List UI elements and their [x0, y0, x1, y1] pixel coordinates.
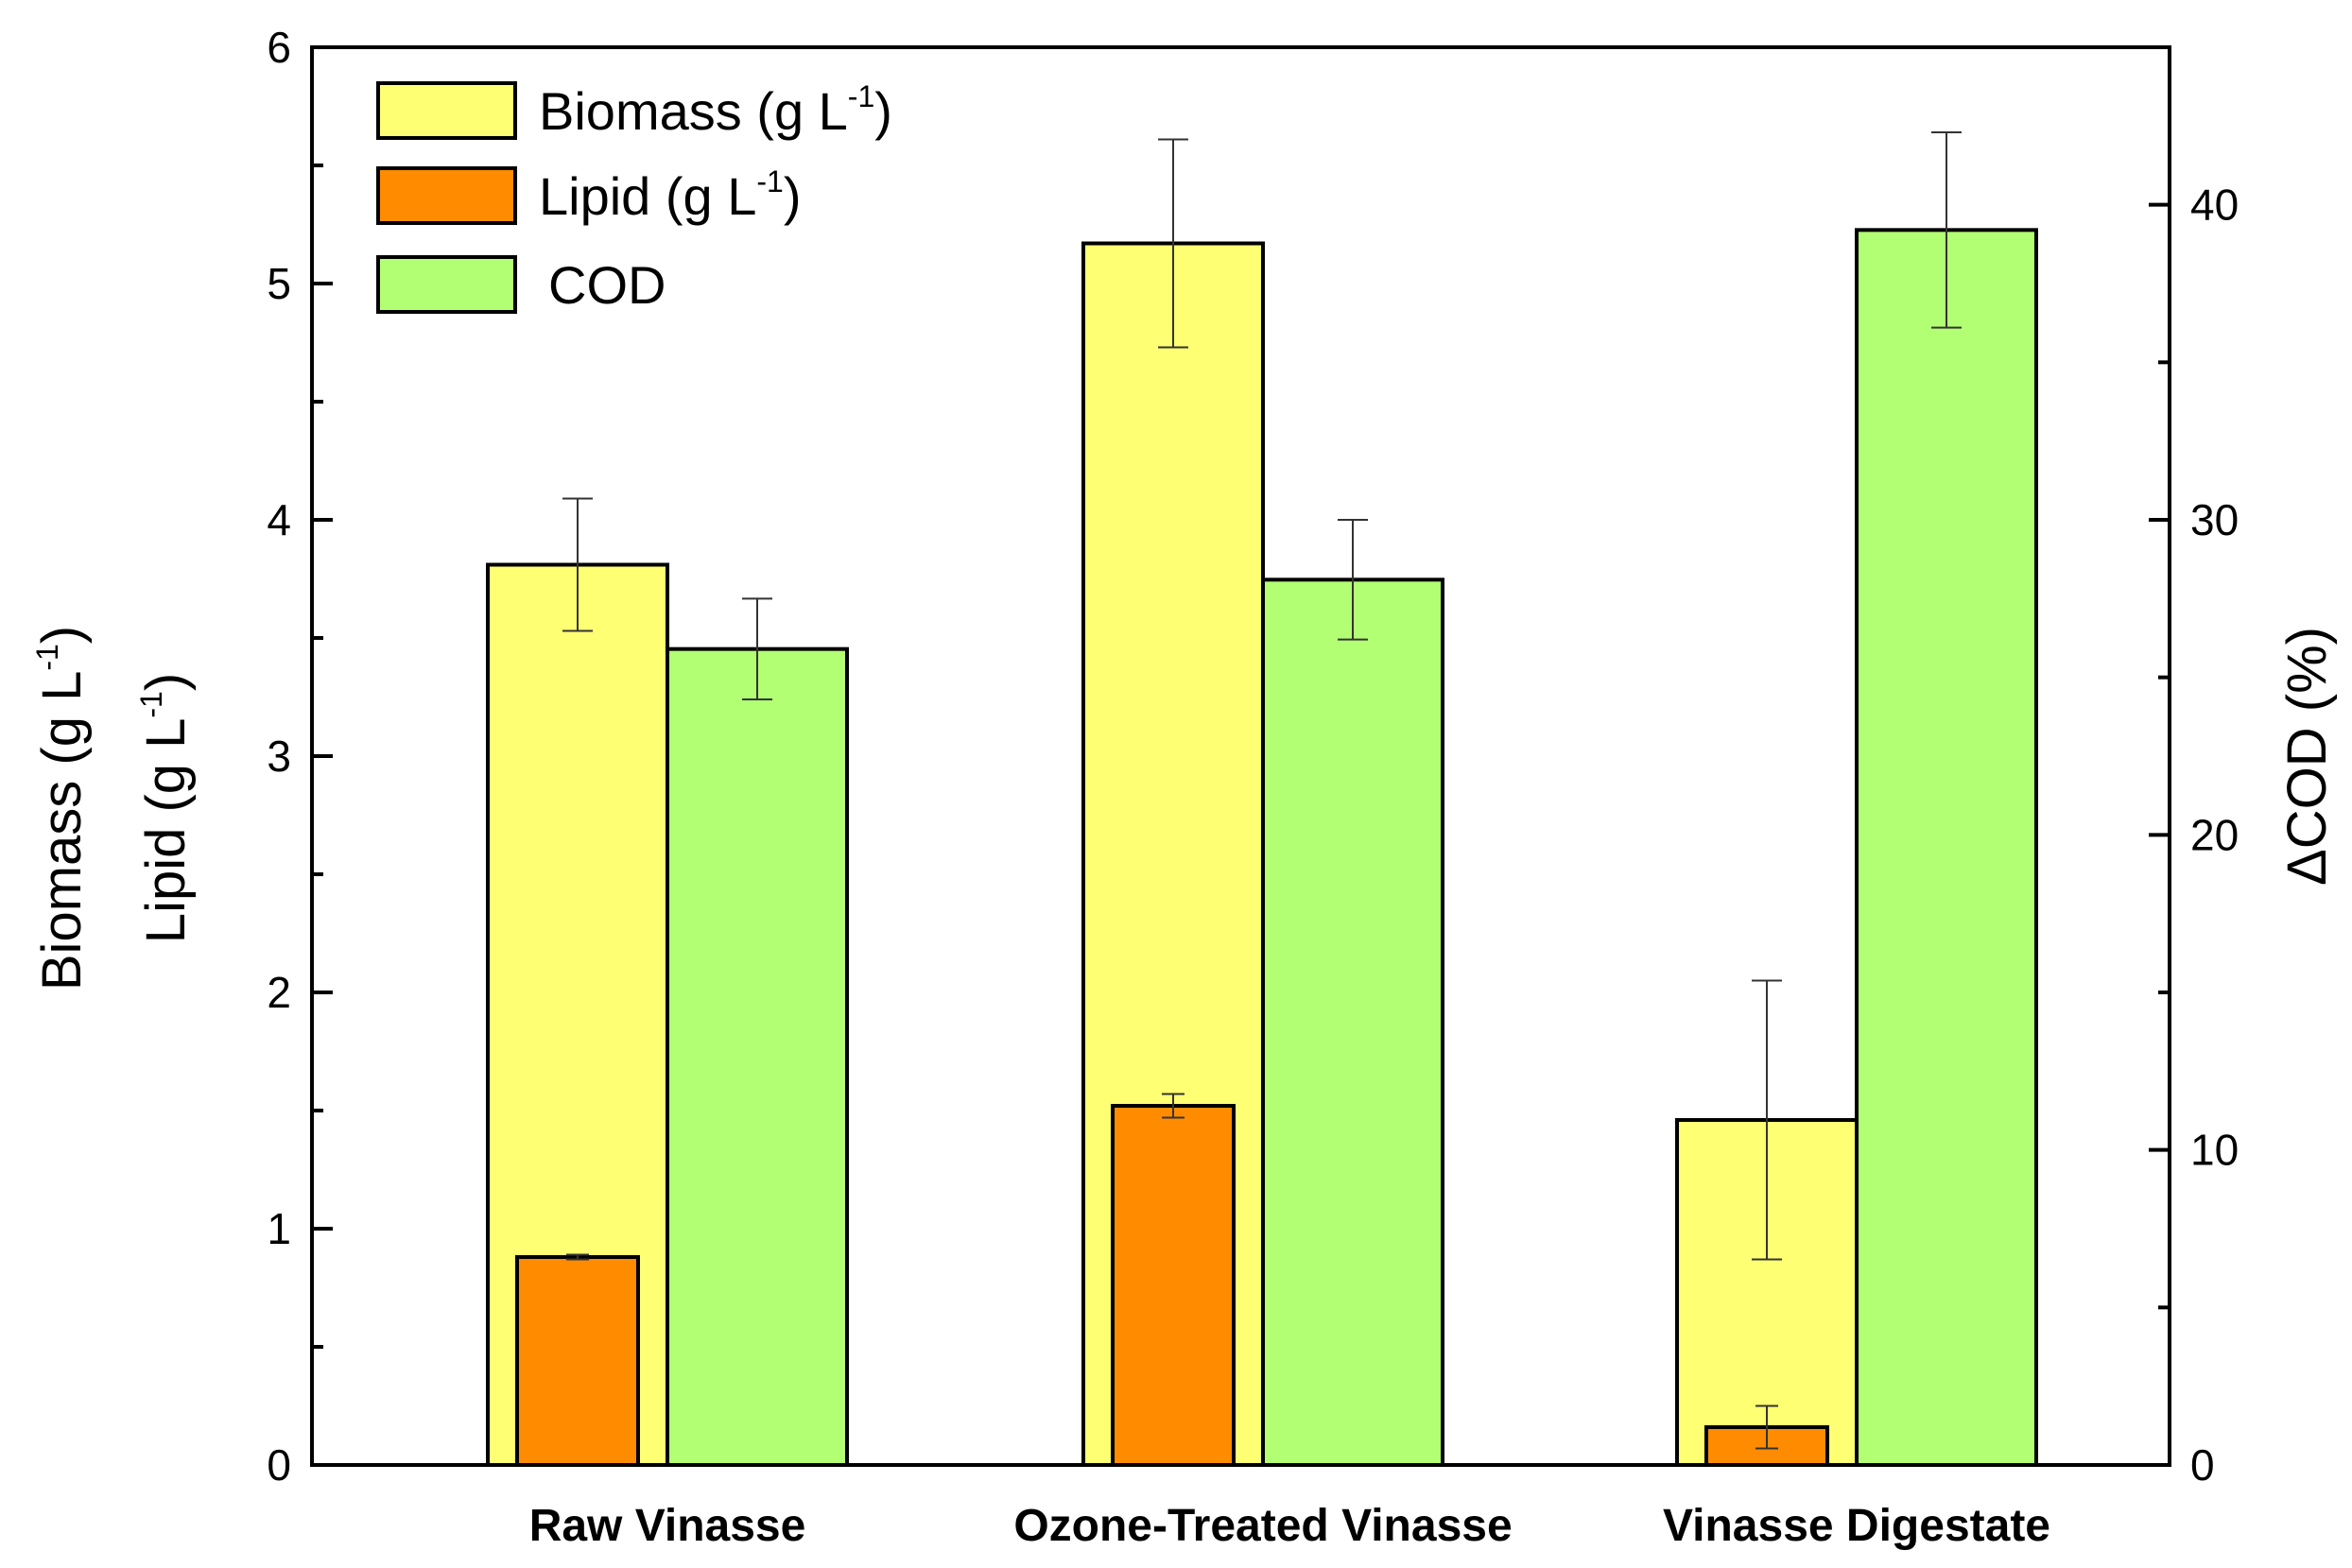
right-tick-label: 40	[2190, 181, 2239, 230]
left-tick-label: 5	[267, 259, 291, 308]
category-label-vinasse-digestate: Vinasse Digestate	[1663, 1501, 2050, 1551]
legend-label-biomass: Biomass (g L-1)	[539, 79, 892, 141]
right-axis-title: ΔCOD (%)	[2276, 627, 2338, 886]
left-tick-label: 0	[267, 1440, 291, 1490]
bar-lipid-ozone-treated-vinasse	[1111, 1104, 1236, 1467]
legend: Biomass (g L-1) Lipid (g L-1) COD	[376, 79, 892, 315]
legend-label-lipid: Lipid (g L-1)	[539, 164, 801, 226]
right-tick-label: 20	[2190, 810, 2239, 859]
category-label-ozone-treated-vinasse: Ozone-Treated Vinasse	[1013, 1501, 1512, 1551]
left-tick-label: 2	[267, 968, 291, 1017]
bar-cod-vinasse-digestate	[1855, 228, 2038, 1467]
legend-label-cod: COD	[548, 255, 666, 315]
bar-lipid-raw-vinasse	[515, 1255, 640, 1467]
left-axis-title-lipid: Lipid (g L-1)	[134, 673, 197, 943]
bar-series	[486, 228, 2038, 1467]
left-axis-title-biomass: Biomass (g L-1)	[30, 626, 93, 991]
bar-cod-raw-vinasse	[666, 646, 849, 1467]
bar-cod-ozone-treated-vinasse	[1261, 577, 1444, 1467]
right-tick-label: 30	[2190, 495, 2239, 544]
legend-swatch-cod	[376, 255, 517, 314]
right-axis-ticks: 0 10 20 30 40	[2149, 45, 2239, 1490]
left-tick-label: 1	[267, 1204, 291, 1253]
left-tick-label: 3	[267, 732, 291, 781]
legend-swatch-lipid	[376, 166, 517, 225]
left-tick-label: 4	[267, 495, 291, 544]
right-tick-label: 10	[2190, 1126, 2239, 1175]
left-tick-label: 6	[267, 23, 291, 72]
right-tick-label: 0	[2190, 1440, 2215, 1490]
legend-swatch-biomass	[376, 81, 517, 140]
category-label-raw-vinasse: Raw Vinasse	[529, 1501, 806, 1551]
error-bars	[562, 131, 1962, 1450]
left-axis-ticks: 0 1 2 3 4 5 6	[267, 23, 333, 1490]
